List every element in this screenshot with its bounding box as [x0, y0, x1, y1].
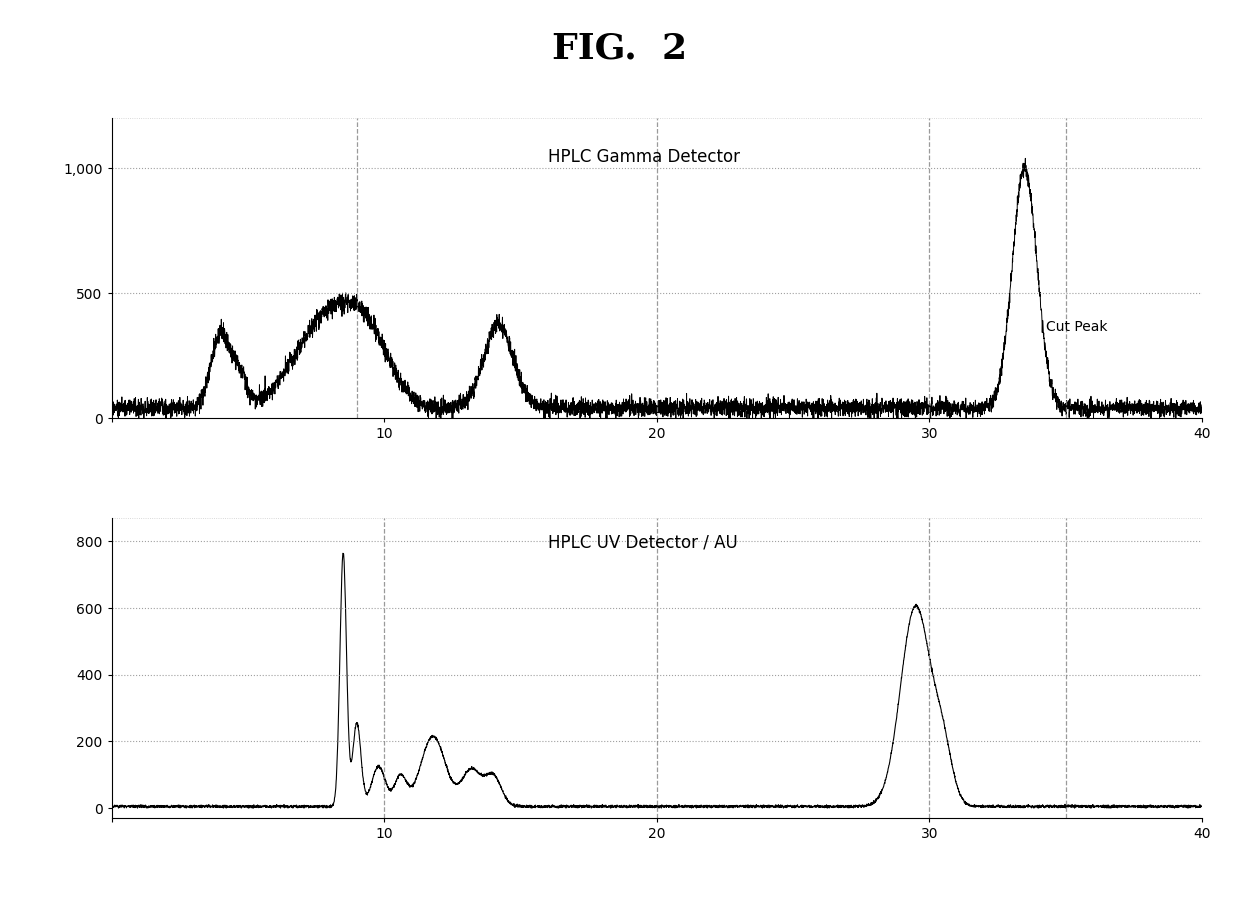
Text: FIG.  2: FIG. 2: [551, 32, 688, 65]
Text: Cut Peak: Cut Peak: [1047, 320, 1108, 334]
Text: HPLC Gamma Detector: HPLC Gamma Detector: [548, 148, 740, 166]
Text: HPLC UV Detector / AU: HPLC UV Detector / AU: [548, 533, 737, 551]
